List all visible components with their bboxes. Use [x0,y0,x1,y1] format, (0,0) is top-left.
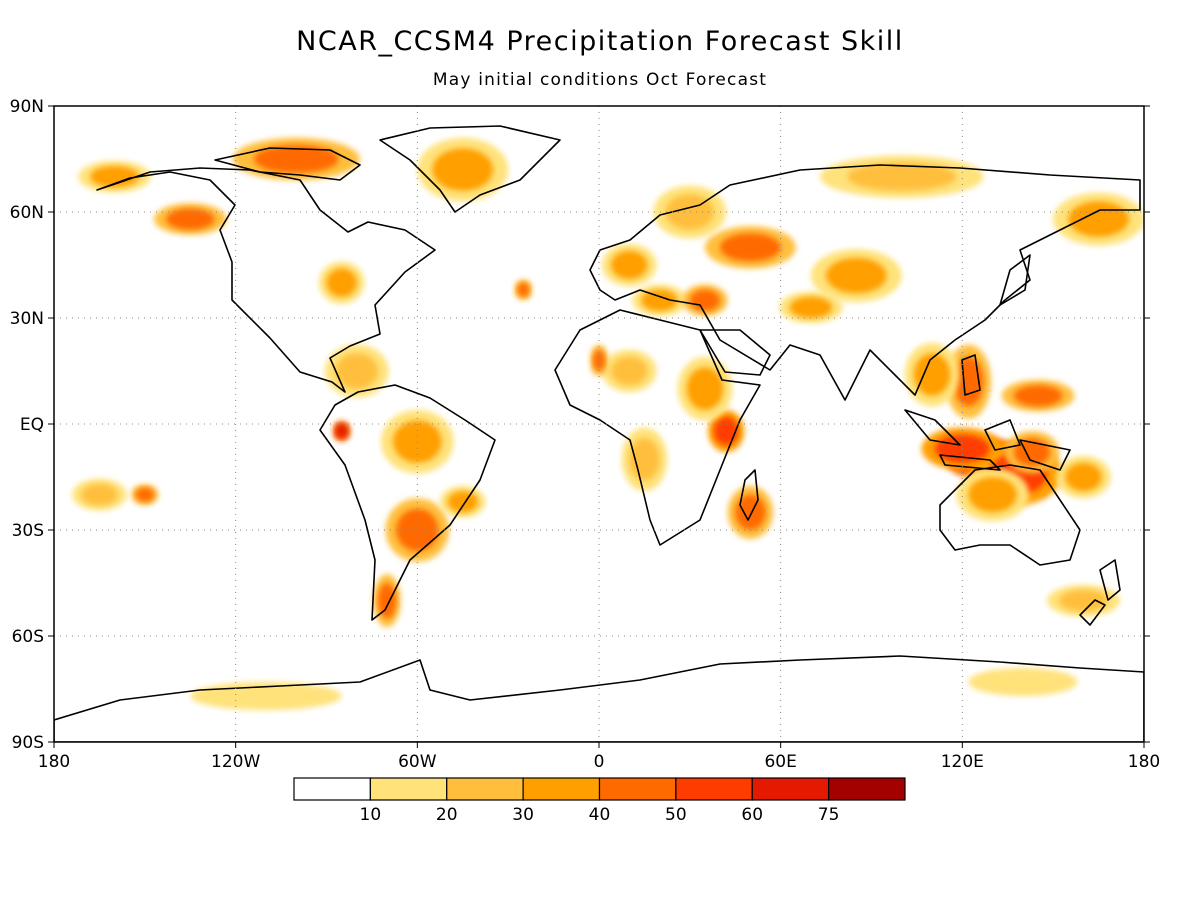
coast-north-america [96,167,436,393]
coast-australia [939,464,1081,566]
skill-region [968,477,1017,513]
lat-label: 30N [10,309,44,329]
axis-ticks [48,105,1150,748]
coast-new-zealand [1079,559,1121,626]
skill-region [432,148,494,191]
skill-region [611,356,648,386]
skill-region [968,667,1078,697]
lon-label: 60E [764,752,796,772]
lat-label: 60S [12,627,44,647]
latitude-labels: 90N 60N 30N EQ 30S 60S 90S [10,97,44,753]
skill-region [335,353,378,389]
coast-japan [999,254,1031,306]
lon-label: 0 [594,752,605,772]
skill-region [517,282,530,297]
colorbar-label: 20 [436,805,458,825]
skill-region [689,289,721,311]
skill-region [592,349,606,371]
coast-indonesia [904,409,1071,471]
colorbar-label: 75 [818,805,840,825]
skill-region [686,367,724,410]
coastlines-layer [54,125,1144,742]
longitude-labels: 180 120W 60W 0 60E 120E 180 [38,752,1160,772]
colorbar-label: 50 [665,805,687,825]
lat-label: 90N [10,97,44,117]
skill-region [253,144,339,174]
skill-region [81,484,118,506]
skill-region [714,416,739,446]
lon-label: 180 [1128,752,1160,772]
lat-label: EQ [20,415,44,435]
skill-region [135,487,154,502]
colorbar: 10 20 30 40 50 60 75 [293,777,906,825]
lat-label: 60N [10,203,44,223]
skill-region [953,356,984,407]
skill-region [396,508,439,552]
skill-region [826,257,887,294]
skill-region [1068,201,1129,237]
colorbar-label: 10 [360,805,382,825]
skill-region [1059,590,1108,612]
coast-greenland [379,125,561,213]
colorbar-swatch [522,777,601,801]
colorbar-label: 30 [512,805,534,825]
colorbar-swatch [369,777,448,801]
colorbar-label: 60 [741,805,763,825]
colorbar-swatch [828,777,906,801]
skill-region [847,162,957,191]
colorbar-label: 40 [589,805,611,825]
colorbar-swatch [675,777,753,801]
skill-region [913,353,951,396]
coast-south-america [319,384,496,621]
coast-arctic-islands [214,147,361,181]
lat-label: 90S [12,733,44,753]
coast-eurasia [589,164,1141,401]
lon-label: 60W [398,752,437,772]
skill-region [611,250,648,280]
skill-region [1013,385,1063,407]
skill-region [393,420,442,463]
lat-label: 30S [12,521,44,541]
lon-label: 120W [211,752,260,772]
skill-region [720,233,781,262]
colorbar-swatch [598,777,677,801]
map-subtitle: May initial conditions Oct Forecast [432,70,768,90]
skill-region [90,166,139,188]
skill-region [629,438,660,481]
map-title: NCAR_CCSM4 Precipitation Forecast Skill [296,26,904,57]
skill-region [735,494,766,530]
skill-region [447,491,478,513]
coast-antarctica [54,655,1144,742]
skill-region [166,208,215,230]
coast-arabia [699,329,771,376]
coast-madagascar [739,469,759,521]
skill-region [789,296,833,318]
skill-region [377,583,397,619]
colorbar-swatch [293,777,371,801]
colorbar-swatch [751,777,830,801]
coast-philippines [961,354,981,396]
colorbar-swatch [446,777,524,801]
skill-region [641,289,678,311]
grid-lines [54,106,1144,742]
lon-label: 180 [38,752,70,772]
lon-label: 120E [941,752,984,772]
skill-region [326,268,357,297]
coast-africa [554,309,761,546]
skill-shading-layer [72,137,1144,711]
skill-region [1065,462,1102,492]
skill-region [335,424,348,439]
